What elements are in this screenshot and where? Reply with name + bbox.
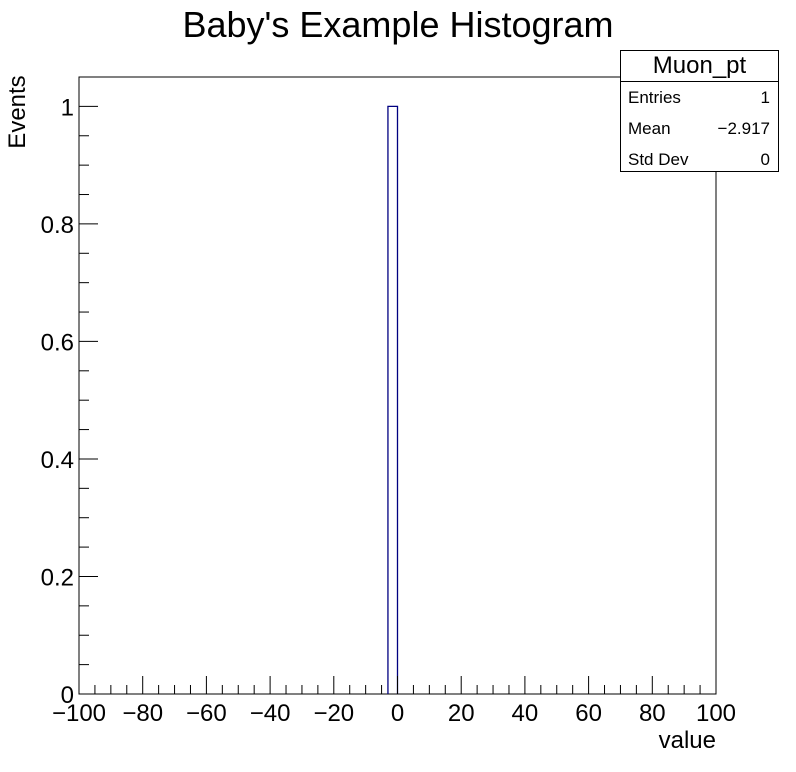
- stats-box: Muon_pt Entries 1 Mean −2.917 Std Dev 0: [620, 50, 779, 172]
- x-axis-label: value: [658, 727, 716, 754]
- x-tick-label: −40: [250, 700, 291, 727]
- y-tick-label: 1: [61, 94, 74, 121]
- x-tick-label: 40: [512, 700, 539, 727]
- histogram-bin-0: [387, 105, 399, 694]
- stats-stddev-value: 0: [760, 150, 770, 169]
- x-tick-label: 80: [639, 700, 666, 727]
- y-tick-label: 0.6: [41, 329, 74, 356]
- y-tick-label: 0: [61, 682, 74, 709]
- x-tick-label: 0: [391, 700, 404, 727]
- stats-stddev-label: Std Dev: [628, 150, 689, 169]
- x-tick-label: 100: [696, 700, 736, 727]
- y-tick-label: 0.4: [41, 447, 74, 474]
- stats-stddev-row: Std Dev 0: [621, 144, 778, 175]
- stats-box-title: Muon_pt: [621, 51, 778, 82]
- stats-entries-row: Entries 1: [621, 82, 778, 113]
- stats-entries-value: 1: [760, 88, 770, 107]
- x-tick-label: −100: [52, 700, 106, 727]
- y-tick-label: 0.8: [41, 212, 74, 239]
- x-tick-label: −80: [122, 700, 163, 727]
- x-tick-label: −20: [313, 700, 354, 727]
- stats-mean-row: Mean −2.917: [621, 113, 778, 144]
- stats-mean-label: Mean: [628, 119, 671, 138]
- x-tick-label: −60: [186, 700, 227, 727]
- stats-mean-value: −2.917: [717, 119, 770, 138]
- x-tick-label: 20: [448, 700, 475, 727]
- y-tick-label: 0.2: [41, 564, 74, 591]
- y-axis-label: Events: [4, 75, 31, 149]
- stats-entries-label: Entries: [628, 88, 681, 107]
- x-tick-label: 60: [575, 700, 602, 727]
- chart-title: Baby's Example Histogram: [182, 4, 614, 45]
